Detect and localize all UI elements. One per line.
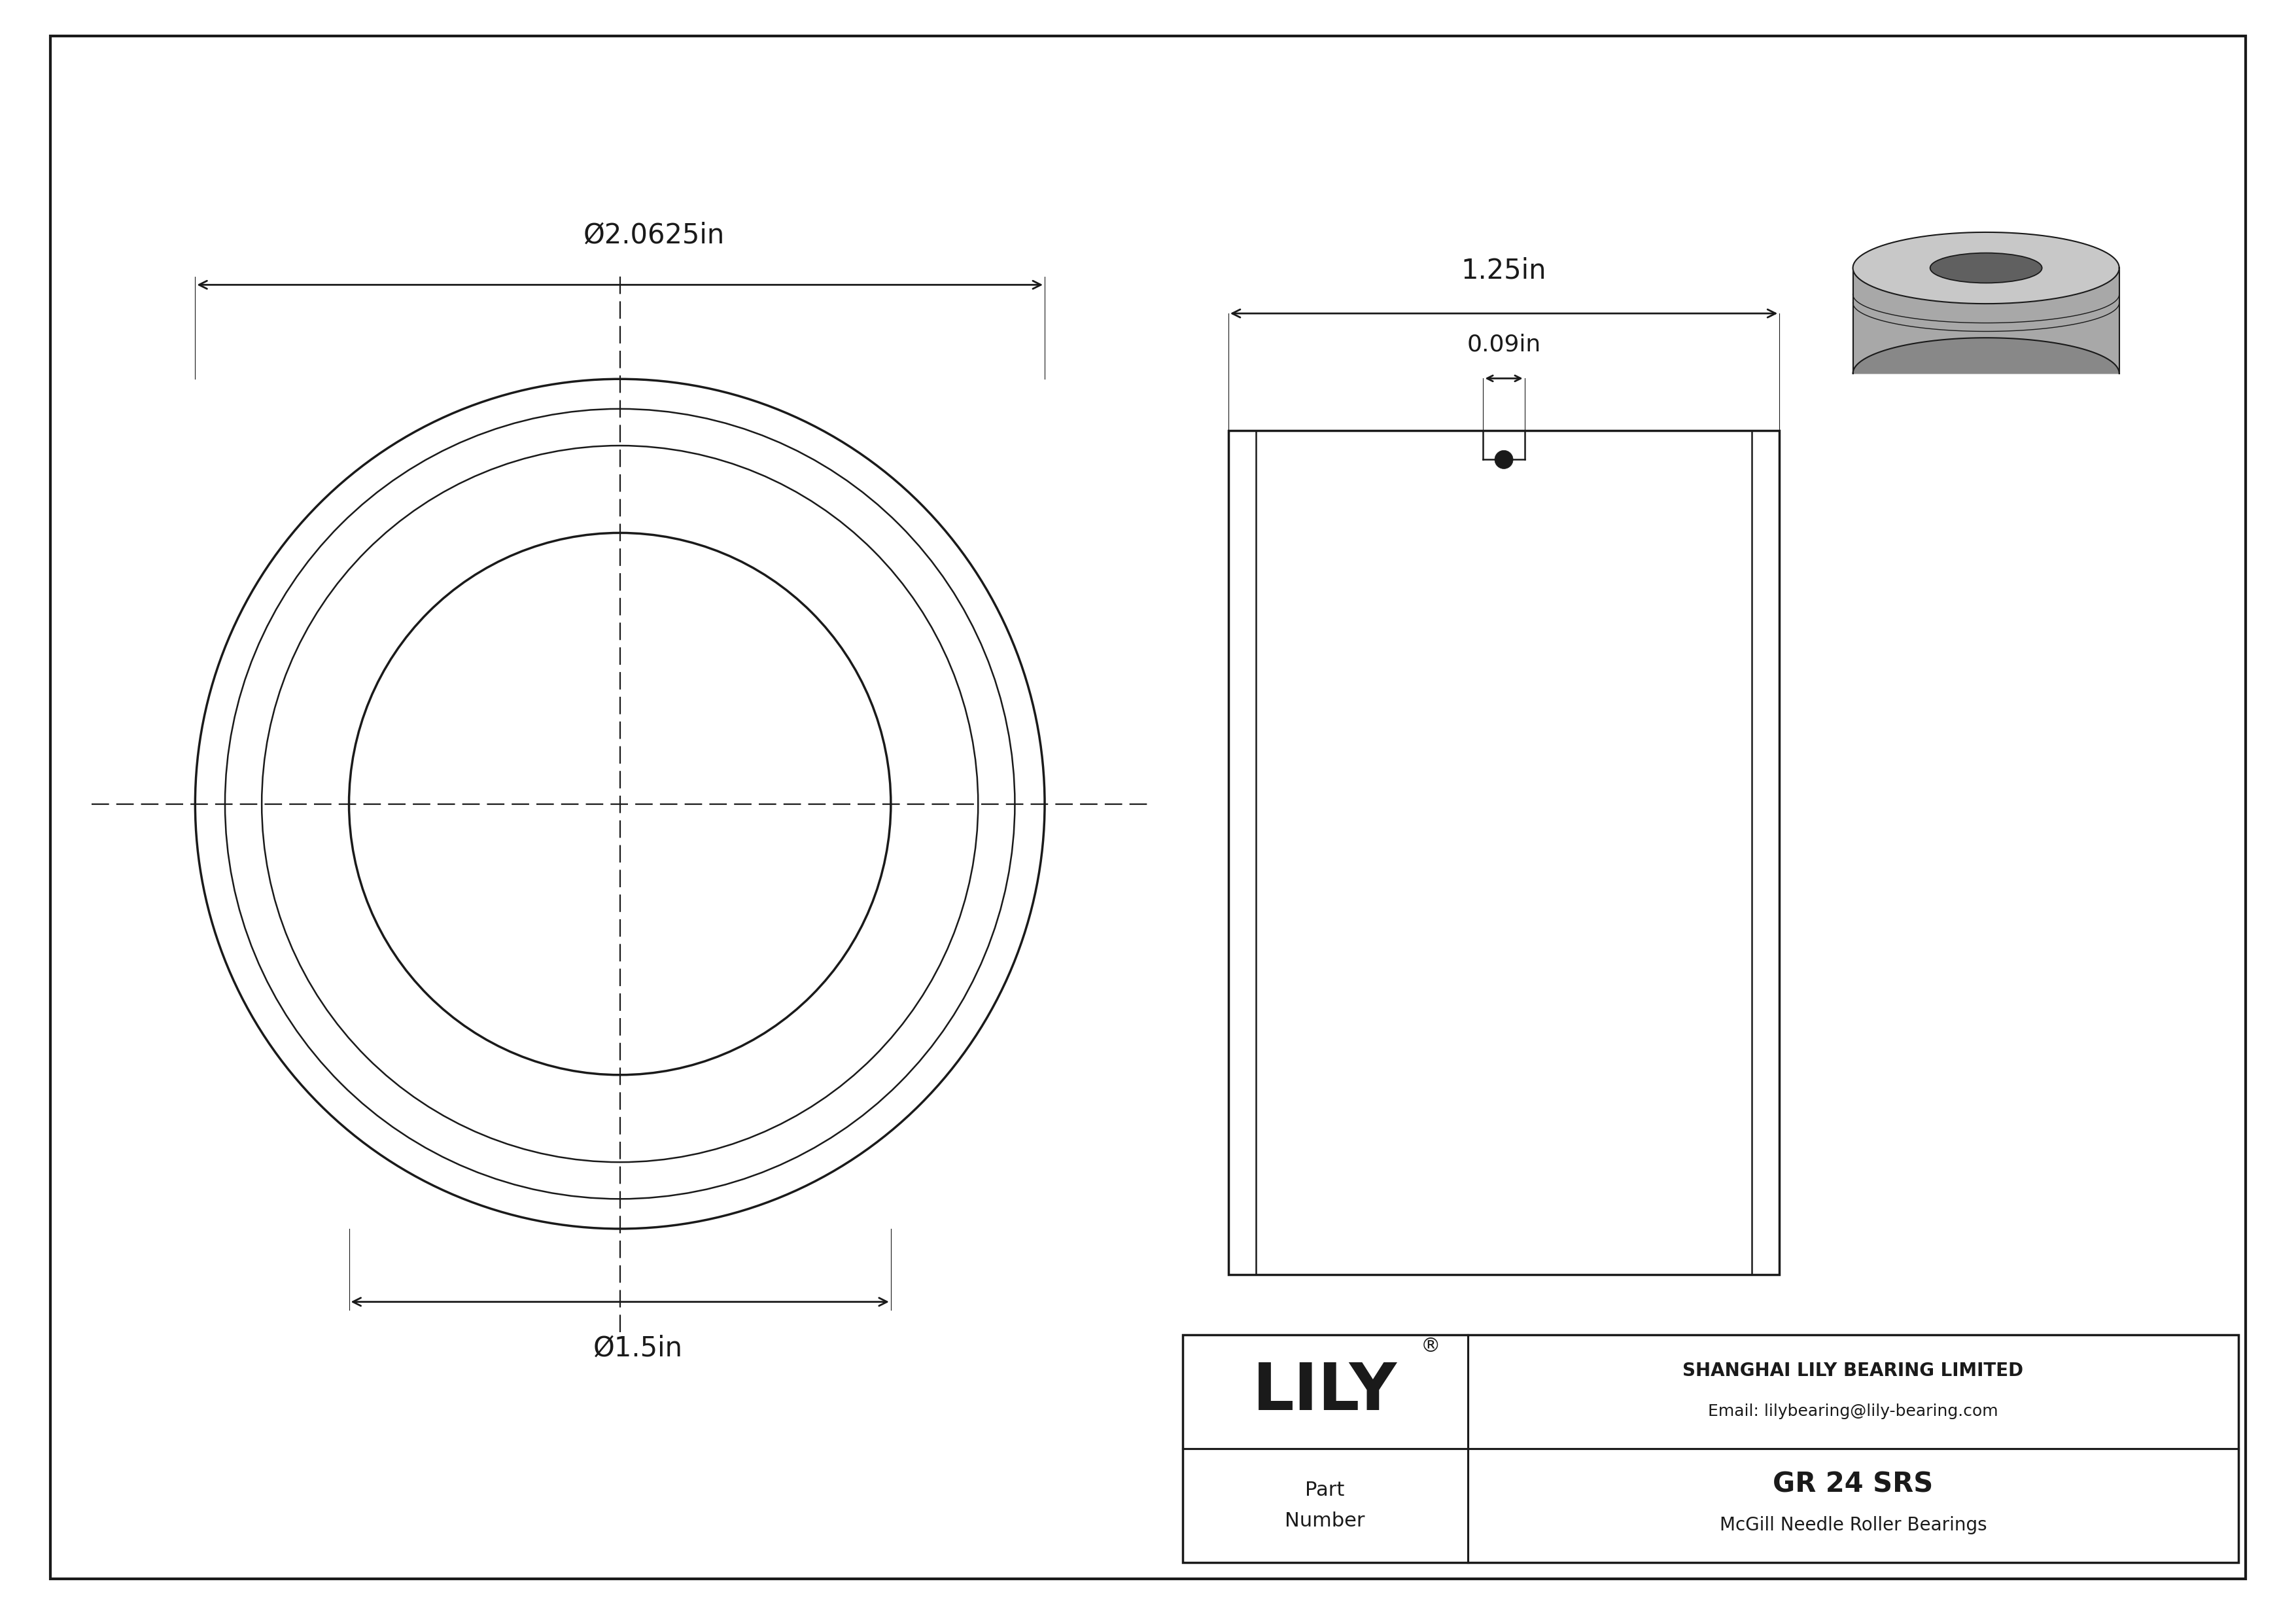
Text: McGill Needle Roller Bearings: McGill Needle Roller Bearings	[1720, 1515, 1986, 1535]
Ellipse shape	[1931, 253, 2041, 283]
Text: GR 24 SRS: GR 24 SRS	[1773, 1471, 1933, 1497]
Text: Email: lilybearing@lily-bearing.com: Email: lilybearing@lily-bearing.com	[1708, 1403, 1998, 1419]
Circle shape	[1495, 450, 1513, 469]
Polygon shape	[1853, 338, 2119, 374]
Bar	[1228, 430, 1779, 1275]
Text: 0.09in: 0.09in	[1467, 333, 1541, 356]
Text: Part
Number: Part Number	[1286, 1481, 1366, 1530]
Bar	[1182, 1335, 2239, 1562]
Text: Ø2.0625in: Ø2.0625in	[583, 221, 726, 248]
Text: 1.25in: 1.25in	[1460, 257, 1548, 284]
Text: SHANGHAI LILY BEARING LIMITED: SHANGHAI LILY BEARING LIMITED	[1683, 1361, 2023, 1380]
Text: Ø1.5in: Ø1.5in	[592, 1335, 684, 1363]
Polygon shape	[1853, 232, 2119, 304]
Polygon shape	[1853, 268, 2119, 374]
Text: ®: ®	[1421, 1337, 1440, 1356]
Text: LILY: LILY	[1254, 1359, 1398, 1424]
